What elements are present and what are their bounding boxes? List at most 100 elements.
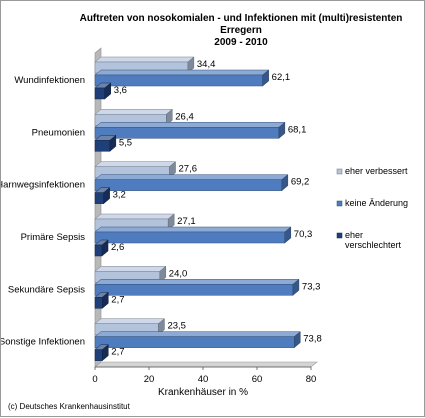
bar-end — [167, 213, 175, 231]
data-label: 26,4 — [175, 111, 194, 122]
bar-end — [294, 331, 301, 349]
bar — [94, 278, 300, 296]
bar-end — [159, 265, 167, 283]
data-label: 24,0 — [169, 268, 188, 279]
bar — [94, 82, 112, 100]
data-label: 27,1 — [177, 216, 196, 227]
bar-end — [109, 134, 117, 152]
bar-top — [94, 279, 300, 285]
plot-floor — [94, 361, 318, 368]
bar-top — [94, 69, 270, 76]
bar — [94, 69, 270, 87]
bar — [94, 56, 195, 74]
bar — [94, 121, 286, 139]
bar-end — [101, 239, 109, 257]
data-label: 69,2 — [291, 177, 310, 188]
category-label: Primäre Sepsis — [21, 232, 86, 243]
x-tick-label: 60 — [252, 374, 263, 385]
bar-end — [102, 291, 109, 309]
bar-end — [278, 121, 286, 139]
data-label: 3,2 — [113, 190, 126, 201]
legend-swatch — [336, 200, 343, 207]
bar-top — [94, 318, 166, 324]
x-tick-label: 40 — [198, 374, 209, 385]
data-label: 73,3 — [302, 281, 321, 292]
data-label: 23,5 — [167, 321, 186, 332]
x-axis-title: Krankenhäuser in % — [158, 387, 248, 398]
bar — [94, 108, 173, 126]
bar-front — [94, 244, 103, 257]
bar — [94, 331, 301, 349]
data-label: 27,6 — [179, 164, 198, 175]
bar — [94, 344, 109, 362]
bar-end — [262, 69, 269, 87]
data-label: 62,1 — [272, 72, 291, 83]
bar-front — [94, 336, 295, 348]
legend: eher verbessert keine Änderung eherverschl… — [336, 166, 408, 250]
category-labels: Wundinfektionen Pneumonien Harnwegsinfekti… — [1, 75, 85, 348]
legend-label: keine Änderung — [345, 198, 408, 208]
legend-label: verschlechtert — [345, 240, 402, 250]
bar — [94, 134, 117, 152]
bar-front — [94, 87, 105, 100]
copyright-text: (c) Deutsches Krankenhausinstitut — [8, 402, 131, 411]
bar — [94, 213, 175, 231]
x-tick-label: 0 — [92, 374, 97, 385]
x-tick-label: 80 — [306, 374, 317, 385]
bar — [94, 239, 109, 257]
bar-top — [94, 109, 173, 115]
bar-end — [166, 108, 173, 126]
bar-top — [94, 331, 301, 337]
bar-end — [103, 187, 110, 205]
bar-top — [94, 266, 167, 272]
data-label: 2,7 — [111, 347, 124, 358]
category-label: Sonstige Infektionen — [1, 337, 85, 348]
chart-title-line: 2009 - 2010 — [214, 37, 268, 48]
bar — [94, 226, 292, 244]
bar-end — [169, 161, 176, 179]
legend-label: eher — [345, 230, 363, 240]
bar-top — [94, 213, 175, 220]
bar-top — [94, 161, 177, 167]
x-axis: 0 20 40 60 80 Krankenhäuser in % — [92, 366, 317, 398]
legend-swatch — [336, 168, 343, 175]
bar — [94, 161, 177, 179]
data-label: 5,5 — [119, 137, 132, 148]
data-label: 2,7 — [111, 294, 124, 305]
data-label: 70,3 — [294, 229, 313, 240]
data-label: 34,4 — [197, 59, 216, 70]
legend-swatch — [336, 232, 343, 239]
bar-front — [94, 297, 103, 309]
bar-top — [94, 226, 292, 233]
data-label: 2,6 — [111, 242, 124, 253]
bar-front — [94, 284, 294, 296]
category-label: Wundinfektionen — [14, 75, 85, 86]
bar — [94, 291, 109, 309]
bar-front — [94, 349, 103, 361]
data-label: 73,8 — [303, 334, 322, 345]
bar — [94, 187, 111, 205]
bar-front — [94, 192, 104, 204]
bar-end — [292, 278, 300, 296]
bars: 34,4 62,1 3,6 26,4 68,1 5,5 27,6 69,2 3,2 27,1 70,… — [94, 56, 322, 362]
bar-end — [187, 56, 195, 74]
chart-title-line: Auftreten von nosokomialen - und Infekti… — [80, 13, 403, 24]
bar-end — [102, 344, 109, 362]
bar — [94, 174, 289, 192]
category-label: Harnwegsinfektionen — [1, 180, 85, 191]
bar-front — [94, 140, 111, 152]
data-label: 3,6 — [114, 85, 127, 96]
category-label: Sekundäre Sepsis — [8, 284, 85, 295]
x-tick-label: 20 — [144, 374, 155, 385]
bar-top — [94, 122, 286, 128]
legend-label: eher verbessert — [345, 166, 408, 176]
bar-top — [94, 56, 195, 63]
bar-top — [94, 174, 289, 180]
bar — [94, 318, 166, 336]
bar-end — [284, 226, 292, 244]
chart-title-line: Erregern — [220, 25, 262, 36]
bar-end — [281, 174, 289, 192]
data-label: 68,1 — [288, 124, 307, 135]
